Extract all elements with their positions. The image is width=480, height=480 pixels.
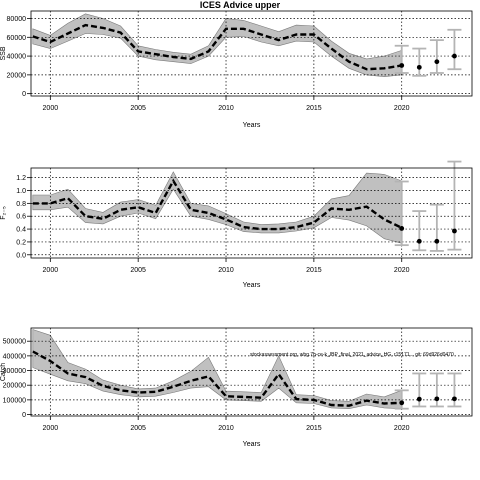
y-tick-label: 0.6	[16, 214, 26, 221]
x-tick-label: 2005	[130, 425, 146, 432]
forecast-point	[399, 400, 405, 406]
x-axis-label: Years	[243, 441, 261, 448]
x-tick-label: 2010	[218, 267, 234, 274]
confidence-band	[32, 13, 402, 78]
y-axis-label: Catch	[0, 363, 7, 381]
x-tick-label: 2010	[218, 105, 234, 112]
x-tick-label: 2005	[130, 267, 146, 274]
chart-panels: 2000 2005 2010 2015 202002000040000600008000…	[0, 10, 473, 448]
series-line-estimate	[32, 350, 402, 407]
y-tick-label: 400000	[3, 353, 26, 360]
x-tick-label: 2005	[130, 105, 146, 112]
forecast-point	[434, 238, 440, 244]
x-tick-label: 2015	[306, 267, 322, 274]
y-tick-label: 0.4	[16, 227, 26, 234]
plot-frame	[30, 167, 473, 259]
y-tick-label: 60000	[7, 35, 27, 42]
series-line-estimate	[32, 23, 402, 71]
figure-title: ICES Advice upper	[200, 0, 281, 10]
y-tick-label: 0.0	[16, 252, 26, 259]
plot-frame	[30, 10, 473, 97]
y-tick-label: 0	[22, 412, 26, 419]
watermark-text: stockassessment.org, whg.7b-ce-k_IBP_fin…	[250, 352, 454, 358]
y-tick-label: 20000	[7, 72, 27, 79]
y-tick-label: 300000	[3, 368, 26, 375]
confidence-band	[32, 171, 402, 244]
x-tick-label: 2015	[306, 105, 322, 112]
forecast-point	[416, 396, 422, 402]
chart-panel-3: 2000 2005 2010 2015 2020 0 100000 200000 300000 4…	[0, 327, 473, 448]
x-axis-label: Years	[243, 282, 261, 289]
forecast-point	[416, 64, 422, 70]
x-tick-label: 2000	[43, 105, 59, 112]
plot-frame	[30, 327, 473, 417]
forecast-point	[434, 396, 440, 402]
x-tick-label: 2020	[394, 425, 410, 432]
chart-panel-1: 2000 2005 2010 2015 2020 0 20000 40000 60000 8000…	[0, 10, 473, 129]
y-tick-label: 0.8	[16, 201, 26, 208]
y-tick-label: 0.2	[16, 239, 26, 246]
forecast-point	[452, 228, 457, 234]
y-axis-label: F₂₋₅	[0, 206, 7, 220]
x-tick-label: 2010	[218, 425, 234, 432]
y-tick-label: 100000	[3, 397, 26, 404]
y-tick-label: 40000	[7, 54, 27, 61]
x-tick-label: 2020	[394, 267, 410, 274]
y-axis-label: SSB	[0, 46, 7, 60]
x-axis-label: Years	[243, 122, 261, 129]
y-tick-label: 0	[22, 91, 26, 98]
y-tick-label: 500000	[3, 339, 26, 346]
x-tick-label: 2015	[306, 425, 322, 432]
forecast-point	[399, 226, 405, 231]
y-tick-label: 200000	[3, 383, 26, 390]
series-line-estimate	[32, 178, 403, 231]
forecast-point	[452, 53, 457, 59]
x-tick-label: 2000	[43, 267, 59, 274]
forecast-point	[416, 238, 422, 244]
y-tick-label: 1.0	[16, 188, 26, 195]
forecast-point	[434, 59, 440, 65]
y-tick-label: 80000	[7, 16, 27, 23]
y-tick-label: 1.2	[16, 175, 26, 182]
x-tick-label: 2020	[394, 105, 410, 112]
x-tick-label: 2000	[43, 425, 59, 432]
forecast-point	[399, 63, 405, 68]
forecast-point	[452, 396, 457, 402]
chart-panel-2: 2000 2005 2010 2015 2020 0.0 0.2 0.4 0.6 0.8 1.0 1.…	[0, 160, 473, 289]
